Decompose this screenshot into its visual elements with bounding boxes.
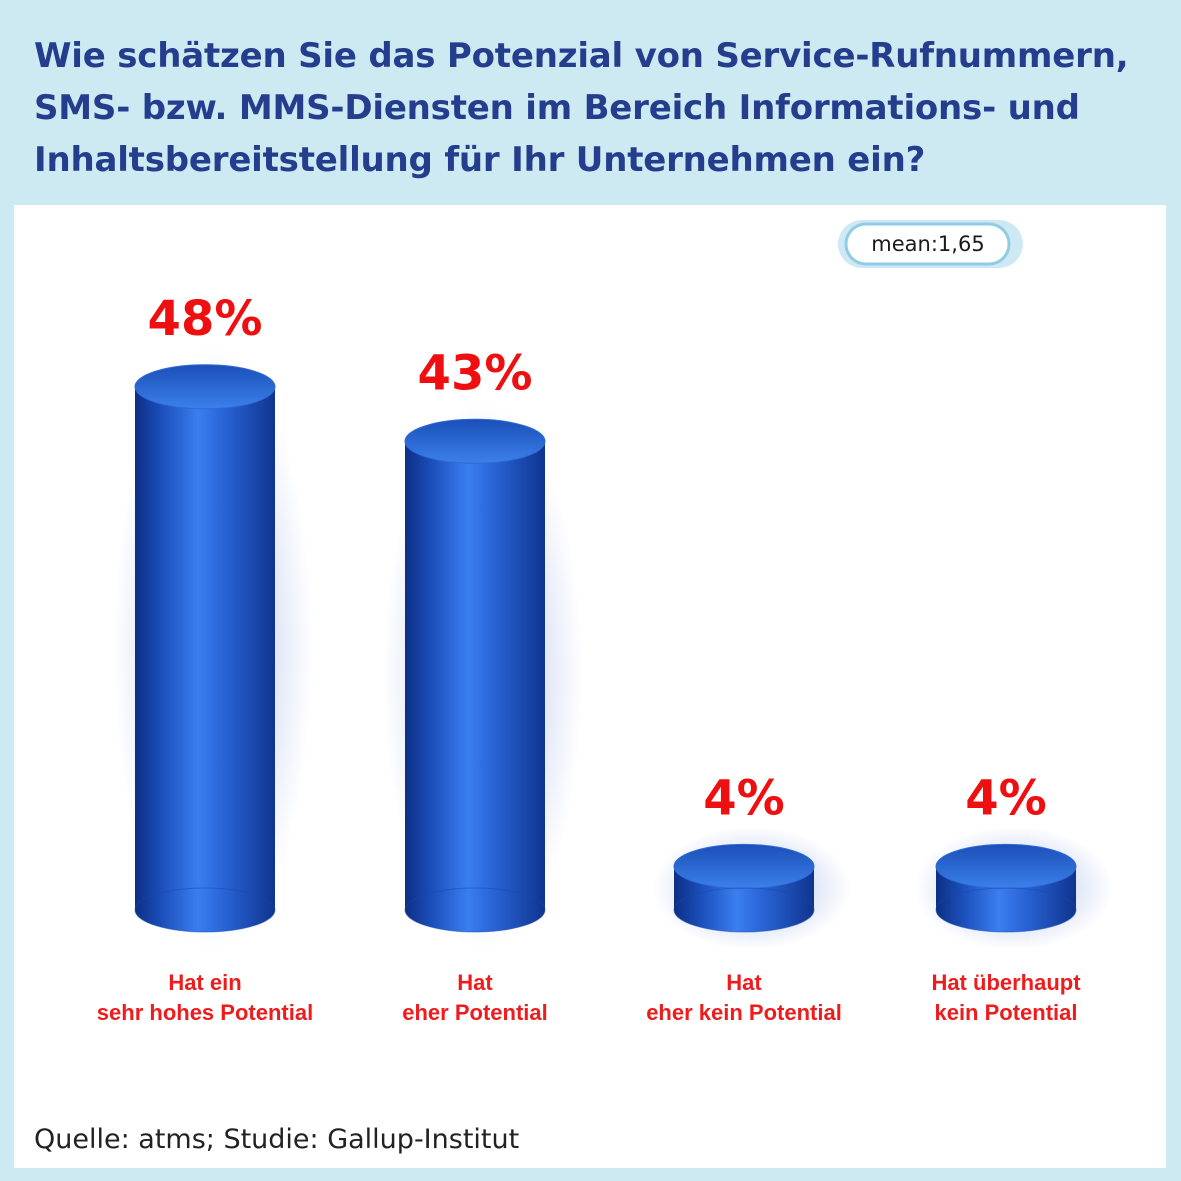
category-label: Hat überhaupt — [931, 970, 1081, 995]
bar-top — [134, 364, 276, 410]
category-label: eher kein Potential — [646, 1000, 842, 1025]
value-label: 4% — [965, 770, 1047, 826]
value-label: 48% — [148, 291, 263, 347]
bar-base — [404, 887, 546, 933]
value-label: 4% — [703, 770, 785, 826]
bar-top — [935, 843, 1077, 889]
value-label: 43% — [418, 345, 533, 401]
source-note: Quelle: atms; Studie: Gallup-Institut — [34, 1124, 520, 1155]
bar-2: 43% Hat eher Potential — [383, 345, 583, 1025]
bar-base — [673, 887, 815, 933]
bar-top — [404, 418, 546, 464]
bar-base — [935, 887, 1077, 933]
bars-layer: 48% Hat ein sehr hohes Potential 43% Hat eher… — [97, 291, 1114, 1025]
bar-3: 4% Hat eher kein Potential — [646, 770, 852, 1025]
bar-base — [134, 887, 276, 933]
category-label: Hat — [457, 970, 493, 995]
category-label: eher Potential — [402, 1000, 547, 1025]
mean-badge: mean:1,65 — [838, 220, 1023, 268]
mean-badge-text: mean:1,65 — [871, 232, 984, 256]
category-label: sehr hohes Potential — [97, 1000, 313, 1025]
category-label: kein Potential — [934, 1000, 1077, 1025]
bar-1: 48% Hat ein sehr hohes Potential — [97, 291, 313, 1025]
bar-body — [405, 441, 545, 932]
category-label: Hat — [726, 970, 762, 995]
mean-badge-inner — [844, 222, 1011, 266]
bar-body — [135, 386, 275, 932]
bar-top — [673, 843, 815, 889]
chart-title: Wie schätzen Sie das Potenzial von Servi… — [34, 36, 1129, 180]
bar-4: 4% Hat überhaupt kein Potential — [914, 770, 1114, 1025]
category-label: Hat ein — [168, 970, 241, 995]
